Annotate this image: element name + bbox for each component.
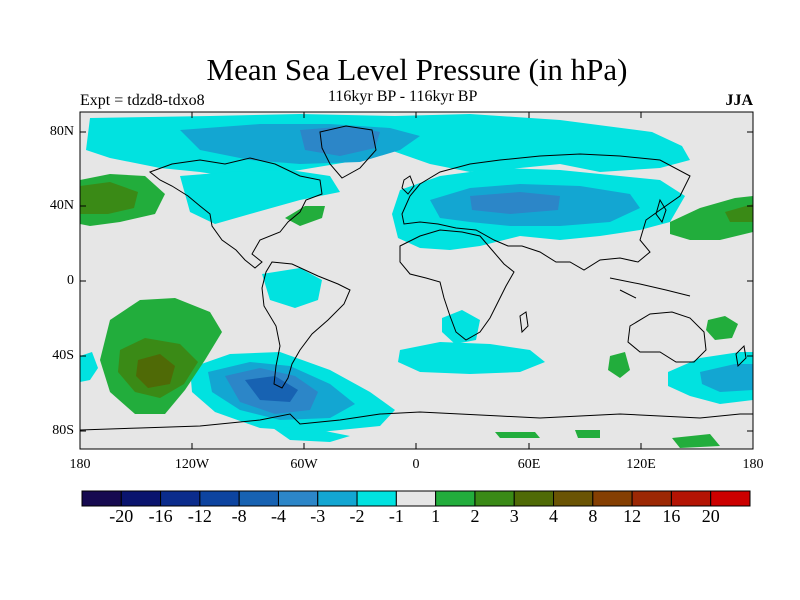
africa-coastline	[399, 229, 515, 341]
south-africa-negative-region	[442, 310, 480, 344]
colorbar-swatch	[592, 490, 633, 507]
far-west-pacific-negative-region	[80, 352, 98, 382]
lon-tick-180-east: 180	[742, 457, 764, 472]
coastlines	[80, 125, 753, 431]
antarctica-coastline	[80, 411, 753, 431]
colorbar-swatch	[513, 490, 555, 507]
lon-tick-60e: 60E	[517, 457, 541, 472]
australia-east-positive-region	[706, 316, 738, 340]
colorbar-label: -2	[349, 506, 365, 526]
period-label: 116kyr BP - 116kyr BP	[328, 88, 478, 105]
greenland-coastline	[319, 125, 377, 179]
antarctic-negative-region	[270, 426, 350, 442]
eurasia-blue-core	[470, 192, 560, 214]
south-pacific-olive-core	[136, 354, 175, 388]
madagascar-coastline	[519, 311, 529, 334]
colorbar-swatch	[317, 490, 358, 507]
colorbar-swatch	[81, 490, 122, 507]
lat-tick-80n: 80N	[49, 124, 74, 139]
pressure-anomaly-fields	[80, 114, 753, 448]
lat-tick-40s: 40S	[52, 348, 74, 363]
west-pacific-olive-core	[725, 204, 753, 222]
colorbar-label: -20	[109, 506, 134, 526]
colorbar-swatch	[120, 490, 162, 507]
indian-ocean-positive-region	[608, 352, 630, 378]
new-zealand-coastline	[735, 344, 747, 368]
north-america-coastline	[148, 157, 323, 269]
colorbar-swatch	[631, 490, 672, 507]
experiment-label: Expt = tdzd8-tdxo8	[80, 92, 205, 109]
colorbar-swatch	[238, 490, 279, 507]
lat-tick-40n: 40N	[49, 198, 74, 213]
axis-ticks	[80, 112, 753, 449]
colorbar	[81, 490, 751, 507]
colorbar-swatch	[435, 490, 476, 507]
antarctic-positive-region-2	[575, 430, 600, 438]
west-pacific-positive-region	[670, 196, 753, 240]
colorbar-label: 12	[623, 506, 642, 526]
colorbar-label: 4	[549, 506, 559, 526]
colorbar-label: -16	[148, 506, 173, 526]
indonesia-coastline	[609, 277, 691, 299]
colorbar-label: 3	[509, 506, 519, 526]
colorbar-swatch	[553, 490, 594, 507]
colorbar-swatch	[356, 490, 397, 507]
colorbar-label: 20	[701, 506, 720, 526]
antarctic-positive-region-1	[495, 432, 540, 438]
colorbar-label: -3	[310, 506, 326, 526]
colorbar-label: -12	[187, 506, 212, 526]
colorbar-swatch	[277, 490, 319, 507]
colorbar-label: 8	[588, 506, 598, 526]
colorbar-label: -1	[388, 506, 404, 526]
lat-tick-0: 0	[67, 273, 74, 288]
lon-tick-120w: 120W	[174, 457, 210, 472]
lat-tick-80s: 80S	[52, 423, 74, 438]
japan-coastline	[655, 198, 667, 224]
colorbar-label: 2	[470, 506, 480, 526]
lon-tick-0: 0	[412, 457, 420, 472]
colorbar-swatch	[199, 490, 240, 507]
colorbar-label: 16	[662, 506, 681, 526]
south-america-negative-region	[262, 268, 322, 308]
lon-tick-180-west: 180	[69, 457, 91, 472]
season-label: JJA	[725, 92, 753, 109]
colorbar-label: -4	[270, 506, 286, 526]
uk-coastline	[401, 175, 415, 195]
colorbar-swatch	[474, 490, 515, 507]
colorbar-swatch	[710, 490, 751, 507]
south-america-coastline	[261, 261, 351, 389]
south-atlantic-negative-region	[398, 342, 545, 374]
colorbar-swatch	[395, 490, 437, 507]
atlantic-positive-region	[285, 206, 325, 226]
north-america-negative-region	[180, 170, 340, 224]
plot-title: Mean Sea Level Pressure (in hPa)	[206, 52, 628, 87]
lon-tick-120e: 120E	[626, 457, 656, 472]
colorbar-label: 1	[431, 506, 441, 526]
antarctic-positive-region-3	[672, 434, 720, 448]
south-indian-light-blue-region	[700, 364, 753, 392]
australia-coastline	[627, 311, 707, 363]
colorbar-swatch	[670, 490, 712, 507]
north-pacific-olive-core	[80, 182, 138, 214]
colorbar-label: -8	[231, 506, 247, 526]
colorbar-swatch	[160, 490, 201, 507]
eurasia-coastline	[401, 153, 691, 271]
lon-tick-60w: 60W	[290, 457, 318, 472]
